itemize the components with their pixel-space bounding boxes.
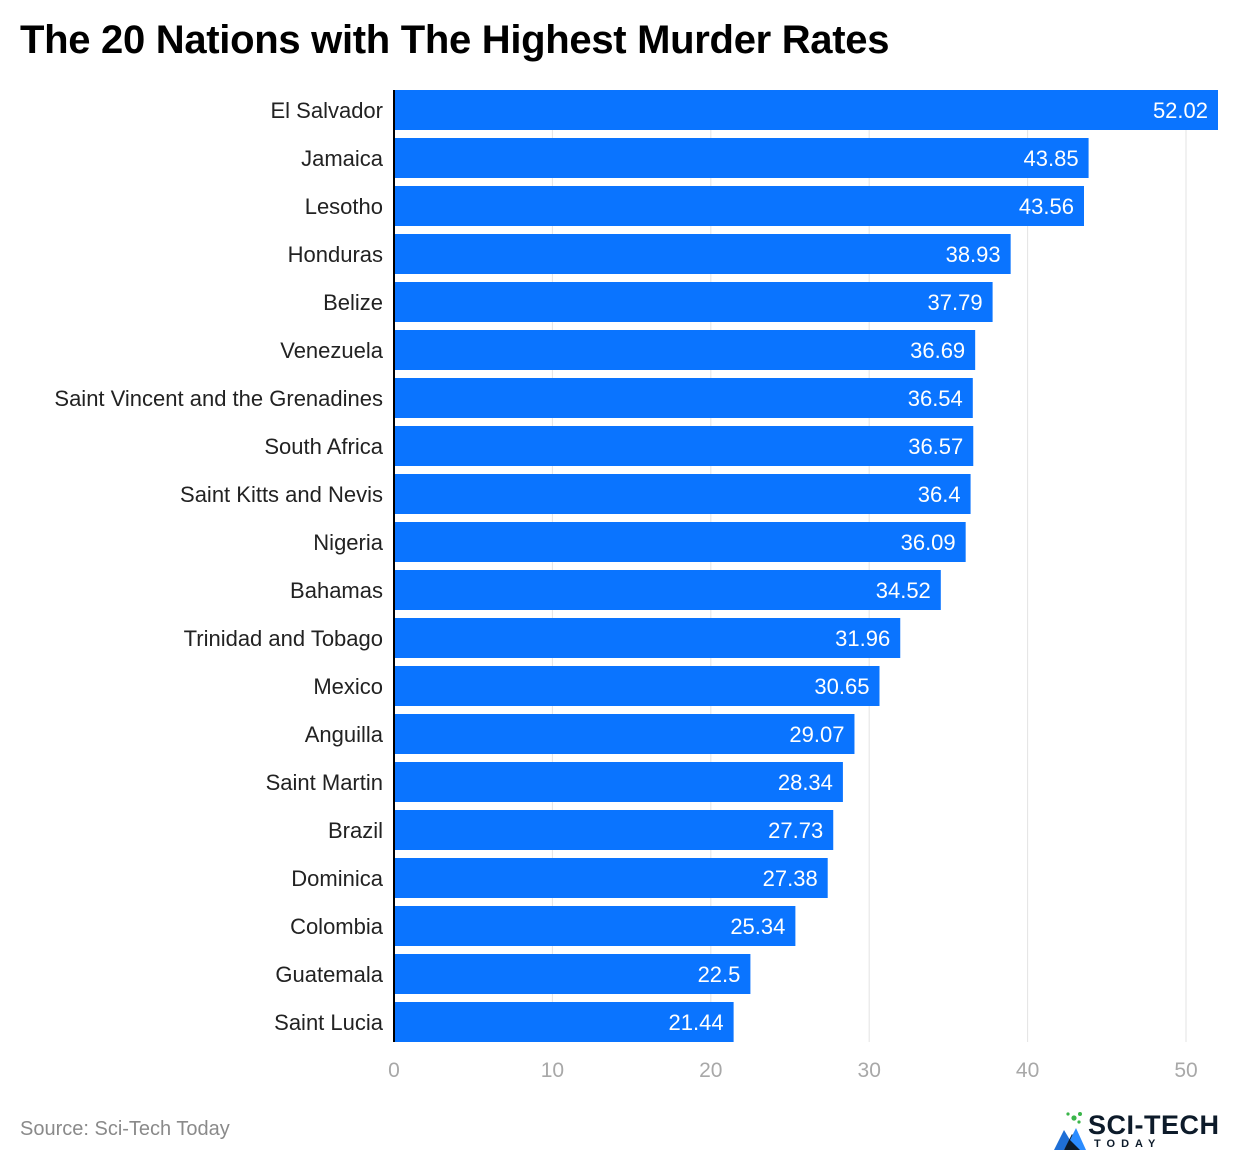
category-label: Lesotho: [305, 194, 383, 219]
value-label: 22.5: [698, 962, 741, 987]
value-label: 52.02: [1153, 98, 1208, 123]
source-note: Source: Sci-Tech Today: [20, 1118, 230, 1140]
category-label: Saint Martin: [266, 770, 383, 795]
value-label: 38.93: [946, 242, 1001, 267]
category-label: El Salvador: [270, 98, 383, 123]
bar: [394, 522, 966, 562]
value-label: 27.73: [768, 818, 823, 843]
bar: [394, 378, 973, 418]
category-label: Colombia: [290, 914, 384, 939]
category-label: South Africa: [264, 434, 383, 459]
category-labels: El Salvador Jamaica Lesotho Honduras Belize V…: [54, 98, 383, 1035]
category-label: Jamaica: [301, 146, 384, 171]
value-label: 37.79: [928, 290, 983, 315]
bar: [394, 954, 751, 994]
bar: [394, 282, 993, 322]
category-label: Nigeria: [313, 530, 383, 555]
category-label: Saint Lucia: [274, 1010, 384, 1035]
x-tick-label: 10: [541, 1059, 564, 1082]
value-label: 31.96: [835, 626, 890, 651]
bars: [394, 90, 1218, 1042]
bar: [394, 138, 1089, 178]
x-tick-label: 50: [1174, 1059, 1197, 1082]
bar: [394, 330, 976, 370]
value-label: 43.85: [1024, 146, 1079, 171]
value-label: 27.38: [763, 866, 818, 891]
bar: [394, 426, 974, 466]
value-label: 43.56: [1019, 194, 1074, 219]
value-label: 36.69: [910, 338, 965, 363]
x-tick-label: 30: [858, 1059, 881, 1082]
bar: [394, 570, 941, 610]
bar: [394, 90, 1218, 130]
category-label: Belize: [323, 290, 383, 315]
category-label: Dominica: [291, 866, 383, 891]
value-label: 36.4: [918, 482, 961, 507]
bar: [394, 906, 796, 946]
x-tick-labels: 0 10 20 30 40 50: [388, 1059, 1198, 1082]
bar: [394, 618, 901, 658]
logo-text: SCI-TECH: [1088, 1110, 1220, 1140]
value-label: 25.34: [730, 914, 785, 939]
bar: [394, 714, 855, 754]
bar: [394, 762, 843, 802]
category-label: Brazil: [328, 818, 383, 843]
x-tick-label: 20: [699, 1059, 722, 1082]
category-label: Guatemala: [275, 962, 383, 987]
category-label: Venezuela: [280, 338, 384, 363]
value-label: 36.09: [901, 530, 956, 555]
category-label: Trinidad and Tobago: [184, 626, 383, 651]
value-label: 28.34: [778, 770, 833, 795]
category-label: Honduras: [288, 242, 383, 267]
value-label: 36.54: [908, 386, 963, 411]
bar: [394, 186, 1084, 226]
category-label: Bahamas: [290, 578, 383, 603]
value-label: 30.65: [814, 674, 869, 699]
bar: [394, 234, 1011, 274]
category-label: Anguilla: [305, 722, 384, 747]
sci-tech-logo-icon: [1054, 1112, 1086, 1150]
category-label: Mexico: [313, 674, 383, 699]
bar: [394, 1002, 734, 1042]
category-label: Saint Kitts and Nevis: [180, 482, 383, 507]
bar: [394, 810, 834, 850]
logo-subtext: TODAY: [1094, 1138, 1162, 1150]
value-label: 21.44: [669, 1010, 724, 1035]
bar: [394, 474, 971, 514]
sci-tech-logo: SCI-TECH TODAY: [1052, 1108, 1228, 1154]
value-labels: 52.02 43.85 43.56 38.93 37.79 36.69 36.54 36.57…: [669, 98, 1208, 1035]
x-tick-label: 0: [388, 1059, 400, 1082]
bar: [394, 666, 880, 706]
value-label: 34.52: [876, 578, 931, 603]
x-tick-label: 40: [1016, 1059, 1039, 1082]
category-label: Saint Vincent and the Grenadines: [54, 386, 383, 411]
value-label: 36.57: [908, 434, 963, 459]
chart-title: The 20 Nations with The Highest Murder R…: [20, 18, 890, 62]
grid-lines: [551, 90, 1187, 1042]
value-label: 29.07: [789, 722, 844, 747]
bar: [394, 858, 828, 898]
